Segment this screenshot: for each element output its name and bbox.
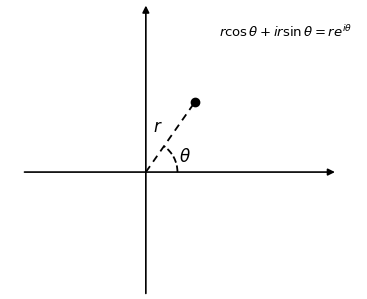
Text: $\theta$: $\theta$ bbox=[179, 148, 191, 167]
Text: $r\cos\theta + ir\sin\theta = re^{i\theta}$: $r\cos\theta + ir\sin\theta = re^{i\thet… bbox=[219, 24, 352, 40]
Text: $r$: $r$ bbox=[153, 119, 163, 136]
